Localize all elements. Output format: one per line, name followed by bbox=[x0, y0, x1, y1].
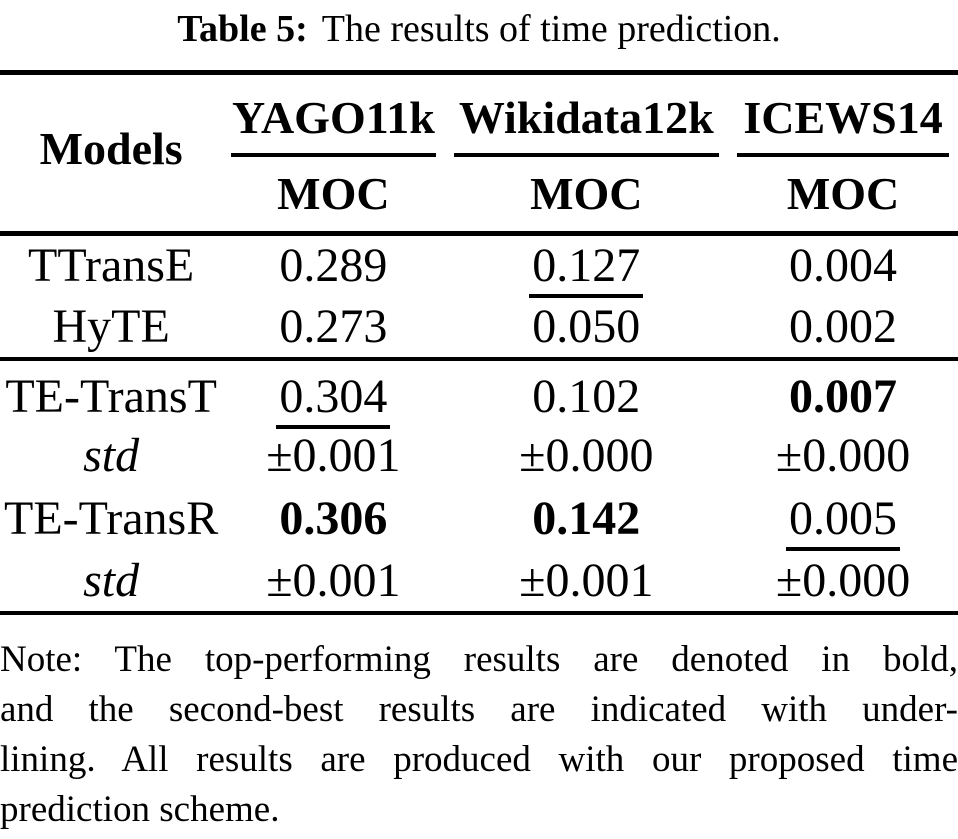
table-row-tetranst: TE-TransT 0.304 0.102 0.007 bbox=[0, 357, 958, 429]
metric-value: ±0.000 bbox=[775, 429, 911, 482]
metric-value: ±0.000 bbox=[519, 429, 654, 482]
model-name-cell: TTransE bbox=[0, 233, 222, 296]
value-cell: 0.005 bbox=[728, 487, 958, 551]
value-cell: ±0.001 bbox=[222, 424, 444, 487]
model-name-cell: TE-TransR bbox=[0, 487, 222, 550]
metric-value: ±0.000 bbox=[775, 554, 911, 607]
table-row-tetranst-std: std ±0.001 ±0.000 ±0.000 bbox=[0, 424, 958, 487]
metric-value: 0.127 bbox=[529, 239, 644, 299]
value-cell: 0.004 bbox=[728, 233, 958, 296]
model-name-cell: TE-TransT bbox=[0, 357, 223, 424]
note-line: lining. All results are produced with ou… bbox=[0, 739, 958, 780]
metric-header-icews14: MOC bbox=[786, 168, 900, 220]
metric-header-wikidata12k: MOC bbox=[530, 168, 643, 220]
metric-value: 0.005 bbox=[786, 492, 901, 551]
dataset-header-row: Models YAGO11k Wikidata12k ICEWS14 bbox=[0, 73, 958, 174]
metric-value: 0.050 bbox=[532, 300, 641, 353]
dataset-name: Wikidata12k bbox=[453, 75, 720, 157]
note-line: prediction scheme. bbox=[0, 789, 280, 830]
table-row-ttranse: TTransE 0.289 0.127 0.004 bbox=[0, 233, 958, 299]
dataset-name: YAGO11k bbox=[231, 75, 436, 157]
metric-value: 0.304 bbox=[276, 370, 391, 429]
value-cell: 0.289 bbox=[222, 233, 444, 296]
metric-header-yago11k: MOC bbox=[277, 168, 390, 220]
metric-value: 0.004 bbox=[789, 239, 898, 293]
model-name: TE-TransR bbox=[4, 492, 219, 545]
model-name: HyTE bbox=[52, 300, 170, 353]
metric-header-row: MOC MOC MOC bbox=[0, 157, 958, 233]
metric-value: 0.102 bbox=[532, 370, 641, 423]
value-cell: 0.007 bbox=[728, 357, 958, 424]
metric-value: 0.007 bbox=[789, 370, 898, 423]
model-name-cell: std bbox=[0, 550, 222, 613]
column-header-models: Models bbox=[39, 123, 183, 175]
metric-value: ±0.001 bbox=[519, 554, 654, 607]
value-cell: 0.273 bbox=[222, 296, 444, 359]
table-header: Models YAGO11k Wikidata12k ICEWS14 MOC M… bbox=[0, 73, 958, 233]
table-caption-text: The results of time prediction. bbox=[321, 8, 781, 50]
table-caption-label: Table 5: bbox=[177, 8, 308, 50]
note-line: and the second-best results are indicate… bbox=[0, 689, 958, 730]
value-cell: 0.050 bbox=[445, 296, 729, 359]
model-name: TE-TransT bbox=[5, 370, 217, 423]
value-cell: 0.127 bbox=[445, 233, 729, 299]
model-name: TTransE bbox=[28, 239, 195, 293]
dataset-name: ICEWS14 bbox=[737, 75, 949, 157]
value-cell: ±0.000 bbox=[728, 424, 958, 487]
table-row-hyte: HyTE 0.273 0.050 0.002 bbox=[0, 296, 958, 359]
value-cell: 0.306 bbox=[222, 487, 444, 550]
value-cell: 0.304 bbox=[222, 357, 445, 429]
value-cell: ±0.000 bbox=[728, 550, 958, 613]
metric-value: 0.002 bbox=[789, 300, 898, 353]
metric-value: 0.289 bbox=[279, 239, 388, 293]
value-cell: ±0.000 bbox=[445, 424, 729, 487]
metric-value: 0.142 bbox=[532, 492, 641, 545]
column-header-icews14: ICEWS14 bbox=[728, 73, 958, 157]
column-header-wikidata12k: Wikidata12k bbox=[445, 73, 729, 157]
value-cell: ±0.001 bbox=[222, 550, 444, 613]
proposed-rows-group: TE-TransT 0.304 0.102 0.007 std ±0.001 ±… bbox=[0, 357, 958, 613]
metric-value: ±0.001 bbox=[266, 429, 401, 482]
value-cell: 0.102 bbox=[444, 357, 729, 424]
metric-value: ±0.001 bbox=[266, 554, 401, 607]
value-cell: ±0.001 bbox=[445, 550, 729, 613]
model-name-cell: HyTE bbox=[0, 296, 222, 359]
results-table: Models YAGO11k Wikidata12k ICEWS14 MOC M… bbox=[0, 70, 958, 615]
baseline-rows-group: TTransE 0.289 0.127 0.004 HyTE 0.273 0.0… bbox=[0, 233, 958, 359]
table-caption: Table 5: The results of time prediction. bbox=[0, 0, 958, 70]
model-name: std bbox=[83, 554, 140, 607]
value-cell: 0.002 bbox=[728, 296, 958, 359]
value-cell: 0.142 bbox=[445, 487, 729, 550]
model-name-cell: std bbox=[0, 424, 222, 487]
table-row-tetransr-std: std ±0.001 ±0.001 ±0.000 bbox=[0, 550, 958, 613]
column-header-yago11k: YAGO11k bbox=[222, 73, 444, 157]
table-note: Note: The top-performing results are den… bbox=[0, 635, 958, 835]
model-name: std bbox=[83, 429, 140, 482]
metric-value: 0.306 bbox=[279, 492, 388, 545]
table-row-tetransr: TE-TransR 0.306 0.142 0.005 bbox=[0, 487, 958, 551]
note-line: Note: The top-performing results are den… bbox=[0, 639, 958, 680]
metric-value: 0.273 bbox=[279, 300, 388, 353]
